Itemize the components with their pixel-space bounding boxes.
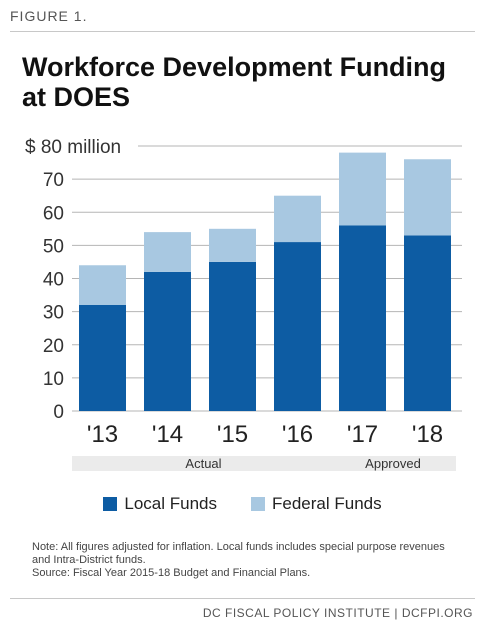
bar-federal-4	[339, 152, 386, 226]
bar-federal-0	[79, 265, 126, 305]
x-tick-label-3: '16	[282, 421, 313, 448]
x-tick-label-5: '18	[412, 421, 443, 448]
y-tick-label-70: 70	[43, 170, 64, 191]
group-band-0	[72, 456, 335, 471]
y-tick-label-0: 0	[53, 402, 64, 423]
group-label-0: Actual	[185, 456, 221, 471]
legend-item-federal: Federal Funds	[251, 494, 382, 514]
legend-label-local: Local Funds	[124, 494, 217, 513]
y-tick-label-80: $ 80 million	[25, 137, 121, 158]
bar-local-0	[79, 305, 126, 411]
bar-local-5	[404, 235, 451, 411]
bar-federal-3	[274, 195, 321, 243]
bar-chart: 0 10 20 30 40 50 60 70 $ 80 million '13 '14 '15 '16 '…	[25, 137, 462, 471]
note-text: Note: All figures adjusted for inflation…	[32, 541, 445, 566]
legend-label-federal: Federal Funds	[272, 494, 382, 513]
x-tick-label-2: '15	[217, 421, 248, 448]
x-tick-label-0: '13	[87, 421, 118, 448]
legend-item-local: Local Funds	[103, 494, 217, 514]
x-tick-label-1: '14	[152, 421, 183, 448]
y-tick-label-10: 10	[43, 369, 64, 390]
y-tick-label-30: 30	[43, 303, 64, 324]
bar-federal-2	[209, 228, 256, 262]
legend-swatch-federal	[251, 497, 265, 511]
group-band-1	[330, 456, 456, 471]
bar-local-1	[144, 271, 191, 411]
bar-local-4	[339, 225, 386, 411]
bar-local-3	[274, 242, 321, 411]
footer-credit: DC FISCAL POLICY INSTITUTE | DCFPI.ORG	[202, 606, 473, 620]
x-tick-label-4: '17	[347, 421, 378, 448]
legend-swatch-local	[103, 497, 118, 511]
y-tick-label-20: 20	[43, 336, 64, 357]
y-tick-label-50: 50	[43, 236, 64, 257]
top-divider	[10, 31, 475, 32]
y-tick-label-40: 40	[43, 270, 64, 291]
bar-federal-5	[404, 159, 451, 236]
y-tick-label-60: 60	[43, 203, 64, 224]
bar-federal-1	[144, 232, 191, 272]
group-label-1: Approved	[365, 456, 421, 471]
chart-title: Workforce Development Funding at DOES	[22, 52, 447, 112]
source-text: Source: Fiscal Year 2015-18 Budget and F…	[32, 567, 311, 579]
figure-label: FIGURE 1.	[10, 8, 88, 24]
chart-legend: Local Funds Federal Funds	[0, 494, 485, 514]
bar-local-2	[209, 261, 256, 411]
bottom-divider	[10, 598, 475, 599]
chart-note: Note: All figures adjusted for inflation…	[32, 541, 462, 580]
